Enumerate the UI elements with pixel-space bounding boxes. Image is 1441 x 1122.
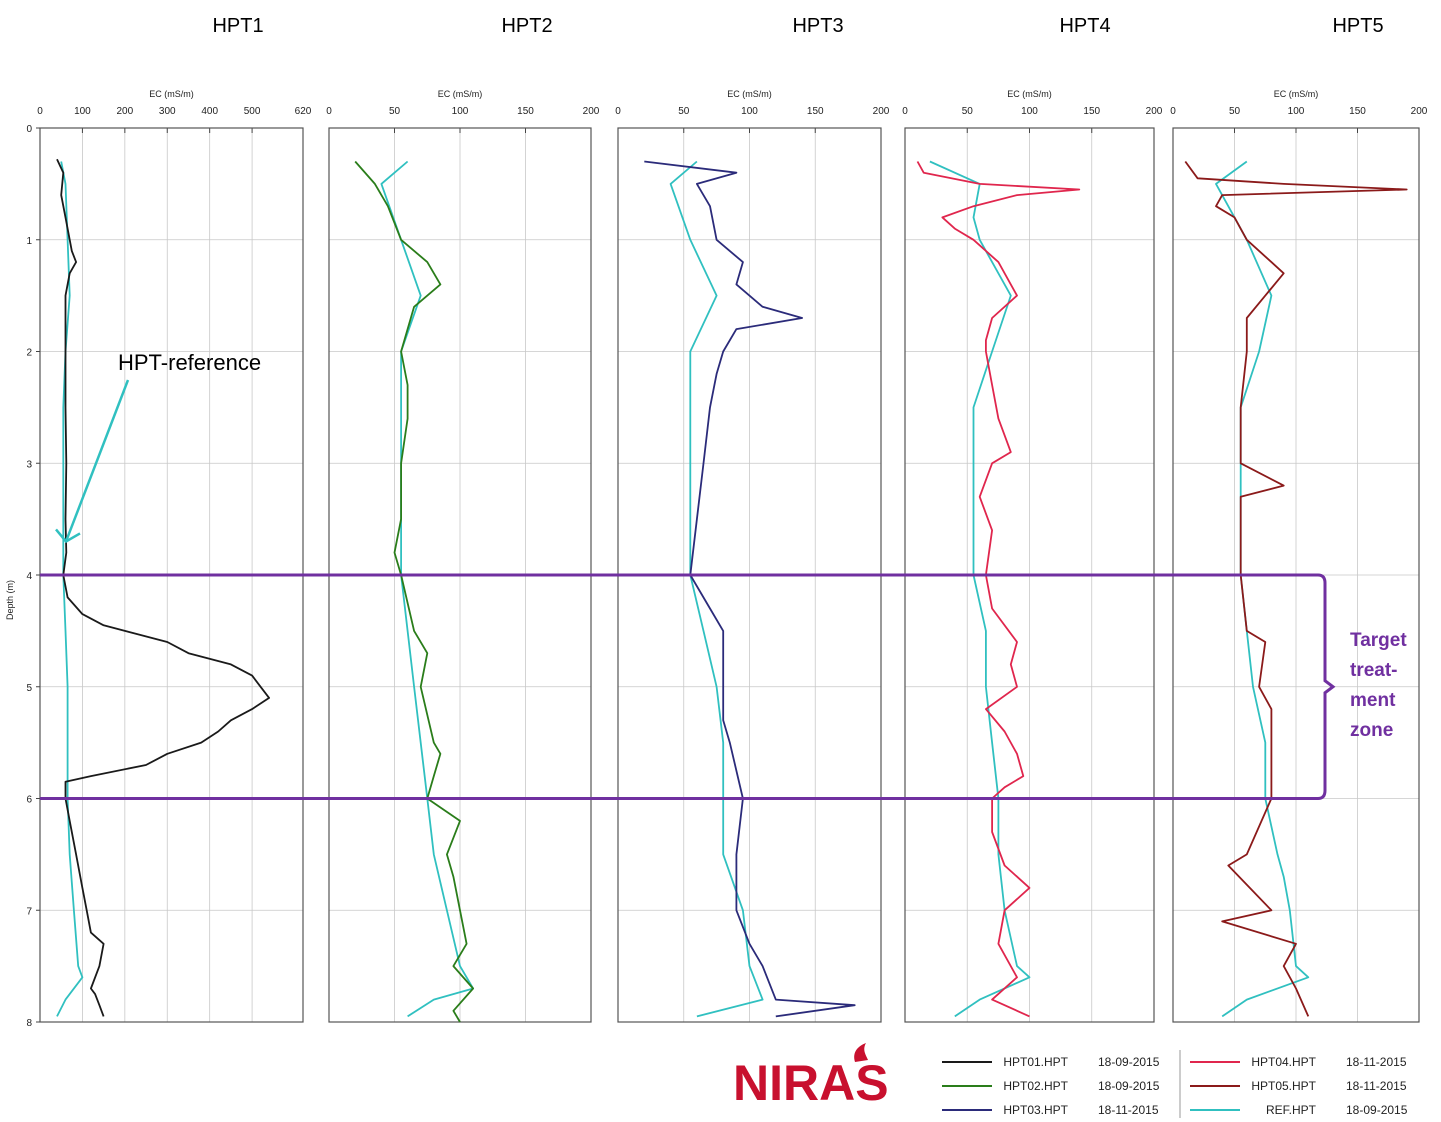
series-line-ref-hpt (669, 160, 764, 1018)
x-tick-label: 200 (873, 106, 890, 117)
x-tick-label: 150 (1083, 106, 1100, 117)
x-tick-label: 100 (452, 106, 469, 117)
panel-4: 0 50 100 150 200 EC (mS/m) HPT4 (902, 15, 1163, 1023)
x-tick-label: 200 (116, 106, 133, 117)
x-tick-label: 100 (74, 106, 91, 117)
legend-series-date: 18-11-2015 (1098, 1103, 1159, 1117)
series-line-hpt04-hpt (916, 161, 1081, 1018)
y-tick-label: 5 (26, 683, 32, 694)
logo-wordmark: NIRAS (733, 1055, 889, 1111)
zone-label-line: treat- (1350, 660, 1398, 681)
panel-title: HPT4 (1059, 15, 1110, 37)
x-tick-label: 100 (1021, 106, 1038, 117)
y-tick-label: 2 (26, 348, 32, 359)
panel-title: HPT1 (212, 15, 263, 37)
legend-series-date: 18-11-2015 (1346, 1055, 1407, 1069)
x-tick-label: 100 (1288, 106, 1305, 117)
callout-arrow (64, 379, 130, 542)
x-tick-label: 200 (1146, 106, 1163, 117)
legend-series-name: HPT05.HPT (1251, 1079, 1316, 1093)
series-line-hpt05-hpt (1184, 160, 1408, 1017)
y-tick-label: 7 (26, 906, 32, 917)
x-tick-label: 50 (678, 106, 690, 117)
target-zone-group: Target treat-ment zone (40, 573, 1407, 800)
legend-series-date: 18-09-2015 (1098, 1055, 1160, 1069)
x-tick-label: 0 (902, 106, 908, 117)
series-line-ref-hpt (56, 161, 84, 1017)
zone-label-line: Target (1350, 630, 1407, 651)
logo-flame-icon (854, 1043, 868, 1062)
x-tick-label: 0 (1170, 106, 1176, 117)
x-tick-label: 200 (1411, 106, 1428, 117)
x-tick-label: 100 (741, 106, 758, 117)
panel-title: HPT3 (792, 15, 843, 37)
x-tick-label: 150 (1349, 106, 1366, 117)
y-tick-label: 3 (26, 459, 32, 470)
series-line-hpt01-hpt (56, 158, 271, 1017)
y-axis-label: Depth (m) (5, 580, 15, 620)
series-line-ref-hpt (1215, 160, 1310, 1018)
x-tick-label: 150 (807, 106, 824, 117)
x-axis-label: EC (mS/m) (1007, 89, 1052, 99)
y-tick-label: 8 (26, 1018, 32, 1029)
x-tick-label: 500 (244, 106, 261, 117)
zone-label-line: ment (1350, 690, 1396, 711)
zone-label-line: zone (1350, 720, 1393, 741)
legend-series-date: 18-09-2015 (1346, 1103, 1408, 1117)
zone-bracket (1300, 573, 1336, 800)
x-tick-label: 620 (295, 106, 312, 117)
x-tick-label: 300 (159, 106, 176, 117)
x-tick-label: 400 (201, 106, 218, 117)
x-axis-label: EC (mS/m) (149, 89, 194, 99)
series-line-hpt02-hpt (354, 160, 475, 1023)
x-axis-label: EC (mS/m) (438, 89, 483, 99)
y-tick-label: 6 (26, 795, 32, 806)
series-line-hpt03-hpt (644, 160, 856, 1018)
legend-series-date: 18-11-2015 (1346, 1079, 1407, 1093)
x-tick-label: 0 (37, 106, 43, 117)
callout-text: HPT-reference (118, 350, 261, 375)
panel-1: 0 100 200 300 400 500 620 EC (mS/m) HPT1 0 1 2 3 4 5 6 7… (26, 15, 311, 1029)
legend-series-name: REF.HPT (1266, 1103, 1317, 1117)
y-tick-label: 1 (26, 236, 32, 247)
legend-series-name: HPT02.HPT (1003, 1079, 1068, 1093)
legend: HPT01.HPT 18-09-2015 HPT02.HPT 18-09-2015 HP… (942, 1050, 1408, 1118)
panel-3: 0 50 100 150 200 EC (mS/m) HPT3 (615, 15, 890, 1023)
legend-series-name: HPT04.HPT (1251, 1055, 1316, 1069)
x-axis-label: EC (mS/m) (727, 89, 772, 99)
panel-5: 0 50 100 150 200 EC (mS/m) HPT5 (1170, 15, 1428, 1023)
series-line-ref-hpt (380, 160, 475, 1018)
panel-2: 0 50 100 150 200 EC (mS/m) HPT2 (326, 15, 600, 1023)
niras-logo: NIRAS (733, 1043, 889, 1111)
panel-title: HPT2 (501, 15, 552, 37)
callout-arrowhead (55, 528, 81, 544)
y-tick-label: 0 (26, 124, 32, 135)
x-tick-label: 150 (517, 106, 534, 117)
legend-series-name: HPT01.HPT (1003, 1055, 1068, 1069)
x-tick-label: 200 (583, 106, 600, 117)
legend-series-name: HPT03.HPT (1003, 1103, 1068, 1117)
x-tick-label: 50 (1229, 106, 1241, 117)
x-axis-label: EC (mS/m) (1274, 89, 1319, 99)
y-tick-label: 4 (26, 571, 32, 582)
x-tick-label: 50 (389, 106, 401, 117)
legend-series-date: 18-09-2015 (1098, 1079, 1160, 1093)
x-tick-label: 0 (326, 106, 332, 117)
x-tick-label: 0 (615, 106, 621, 117)
reference-callout: HPT-reference (55, 350, 261, 544)
x-tick-label: 50 (962, 106, 974, 117)
panel-title: HPT5 (1332, 15, 1383, 37)
